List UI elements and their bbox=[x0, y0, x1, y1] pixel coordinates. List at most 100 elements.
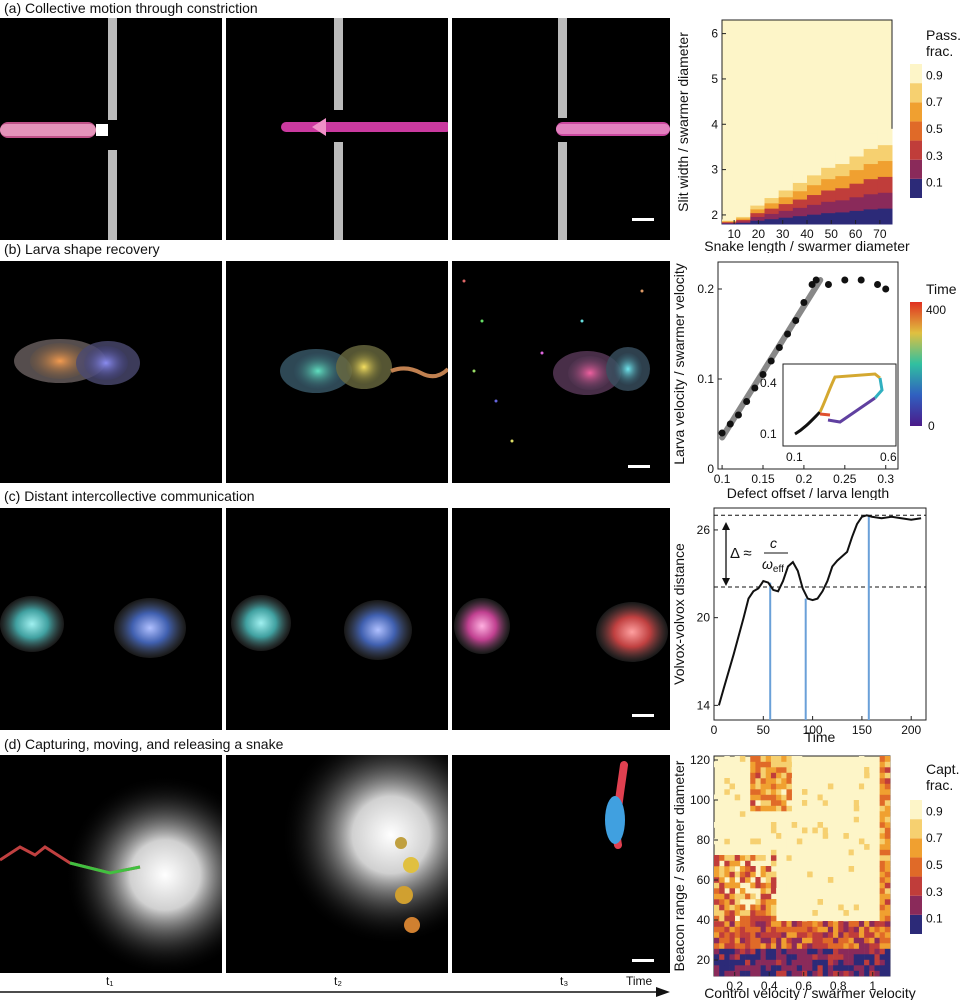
xtick-label-2: 0.6 bbox=[795, 979, 812, 993]
heat-cell bbox=[848, 932, 855, 938]
heat-cell bbox=[874, 849, 880, 856]
heat-cell bbox=[884, 926, 891, 933]
heat-cell bbox=[879, 789, 886, 795]
heat-cell bbox=[765, 789, 772, 795]
heat-cell bbox=[817, 794, 824, 801]
heat-cell bbox=[714, 943, 720, 949]
heat-cell bbox=[796, 921, 803, 927]
heat-cell bbox=[791, 849, 798, 856]
chart-c-annotation-lhs: Δ ≈ bbox=[730, 545, 752, 562]
heat-cell bbox=[848, 948, 855, 955]
heat-cell bbox=[770, 805, 777, 812]
heat-cell bbox=[843, 910, 849, 916]
heat-cell bbox=[858, 921, 865, 927]
heat-cell bbox=[879, 794, 886, 801]
heat-cell bbox=[791, 970, 798, 977]
heat-cell bbox=[817, 915, 824, 922]
heat-cell bbox=[760, 926, 767, 933]
heat-cell bbox=[848, 877, 855, 883]
heat-cell bbox=[786, 943, 792, 949]
heat-cell bbox=[838, 855, 844, 861]
heat-cell bbox=[755, 756, 761, 762]
heat-cell bbox=[724, 783, 730, 790]
colorbar-cell-6 bbox=[910, 800, 922, 820]
colorbar-tick-1: 0.3 bbox=[926, 885, 943, 899]
heat-cell bbox=[869, 877, 875, 883]
heat-cell bbox=[843, 899, 849, 905]
heat-cell bbox=[719, 948, 725, 955]
xtick-label-6: 70 bbox=[873, 227, 887, 241]
heat-cell bbox=[729, 816, 736, 823]
heat-cell bbox=[864, 871, 870, 878]
colorbar-cell-4 bbox=[910, 838, 922, 858]
chart-b-colorbar-title: Time bbox=[926, 281, 957, 297]
xtick-label-0: 0.1 bbox=[714, 472, 731, 486]
heat-cell bbox=[734, 860, 741, 867]
xtick-label-1: 20 bbox=[752, 227, 766, 241]
heat-cell bbox=[817, 800, 824, 806]
heat-cell bbox=[722, 223, 737, 225]
heat-cell bbox=[833, 943, 839, 949]
heat-cell bbox=[827, 943, 834, 949]
heat-cell bbox=[750, 926, 756, 933]
heat-cell bbox=[755, 959, 761, 966]
heat-cell bbox=[770, 899, 777, 905]
heat-cell bbox=[807, 204, 822, 215]
heat-cell bbox=[849, 210, 865, 225]
heat-cell bbox=[765, 772, 772, 779]
heat-cell bbox=[729, 866, 736, 872]
heat-cell bbox=[750, 838, 756, 845]
heat-cell bbox=[781, 954, 787, 960]
heat-cell bbox=[736, 216, 751, 219]
heat-cell bbox=[739, 921, 746, 927]
chart-b-colorbar bbox=[910, 302, 922, 426]
heat-cell bbox=[879, 849, 886, 856]
heat-cell bbox=[863, 178, 879, 195]
colorbar-cell-4 bbox=[910, 102, 922, 122]
xtick-label-3: 150 bbox=[852, 723, 872, 737]
heat-cell bbox=[879, 783, 886, 790]
xtick-label-0: 10 bbox=[727, 227, 741, 241]
heat-cell bbox=[884, 822, 891, 828]
heat-cell bbox=[827, 827, 834, 834]
heat-cell bbox=[734, 855, 741, 861]
heat-cell bbox=[792, 207, 808, 217]
heat-cell bbox=[796, 756, 803, 762]
heat-cell bbox=[719, 921, 725, 927]
heat-cell bbox=[750, 800, 756, 806]
chart-a-colorbar-title-2: frac. bbox=[926, 43, 953, 59]
heat-cell bbox=[729, 915, 736, 922]
heat-cell bbox=[786, 778, 792, 784]
heat-cell bbox=[838, 871, 844, 878]
heat-cell bbox=[765, 915, 772, 922]
colorbar-tick-2: 0.5 bbox=[926, 122, 943, 136]
heat-cell bbox=[863, 163, 879, 180]
heat-cell bbox=[874, 965, 880, 971]
heat-cell bbox=[750, 932, 756, 938]
heat-cell bbox=[722, 219, 737, 221]
heat-cell bbox=[739, 910, 746, 916]
heat-cell bbox=[765, 921, 772, 927]
heat-cell bbox=[724, 893, 730, 900]
heat-cell bbox=[792, 199, 808, 208]
heat-cell bbox=[722, 220, 737, 223]
heat-cell bbox=[802, 965, 808, 971]
heat-cell bbox=[729, 921, 736, 927]
heat-cell bbox=[750, 783, 756, 790]
heat-cell bbox=[812, 943, 818, 949]
heat-cell bbox=[786, 926, 792, 933]
heat-cell bbox=[796, 948, 803, 955]
heat-cell bbox=[739, 778, 746, 784]
heat-cell bbox=[879, 921, 886, 927]
chart-b-inset: 0.4 0.1 0.1 0.6 bbox=[760, 363, 897, 464]
heat-cell bbox=[734, 871, 741, 878]
heat-cell bbox=[791, 904, 798, 911]
heat-cell bbox=[864, 965, 870, 971]
heat-cell bbox=[853, 932, 860, 938]
heat-cell bbox=[750, 216, 765, 221]
heat-cell bbox=[874, 904, 880, 911]
heat-cell bbox=[858, 783, 865, 790]
heat-cell bbox=[807, 970, 813, 977]
heat-cell bbox=[719, 954, 725, 960]
heat-cell bbox=[858, 910, 865, 916]
